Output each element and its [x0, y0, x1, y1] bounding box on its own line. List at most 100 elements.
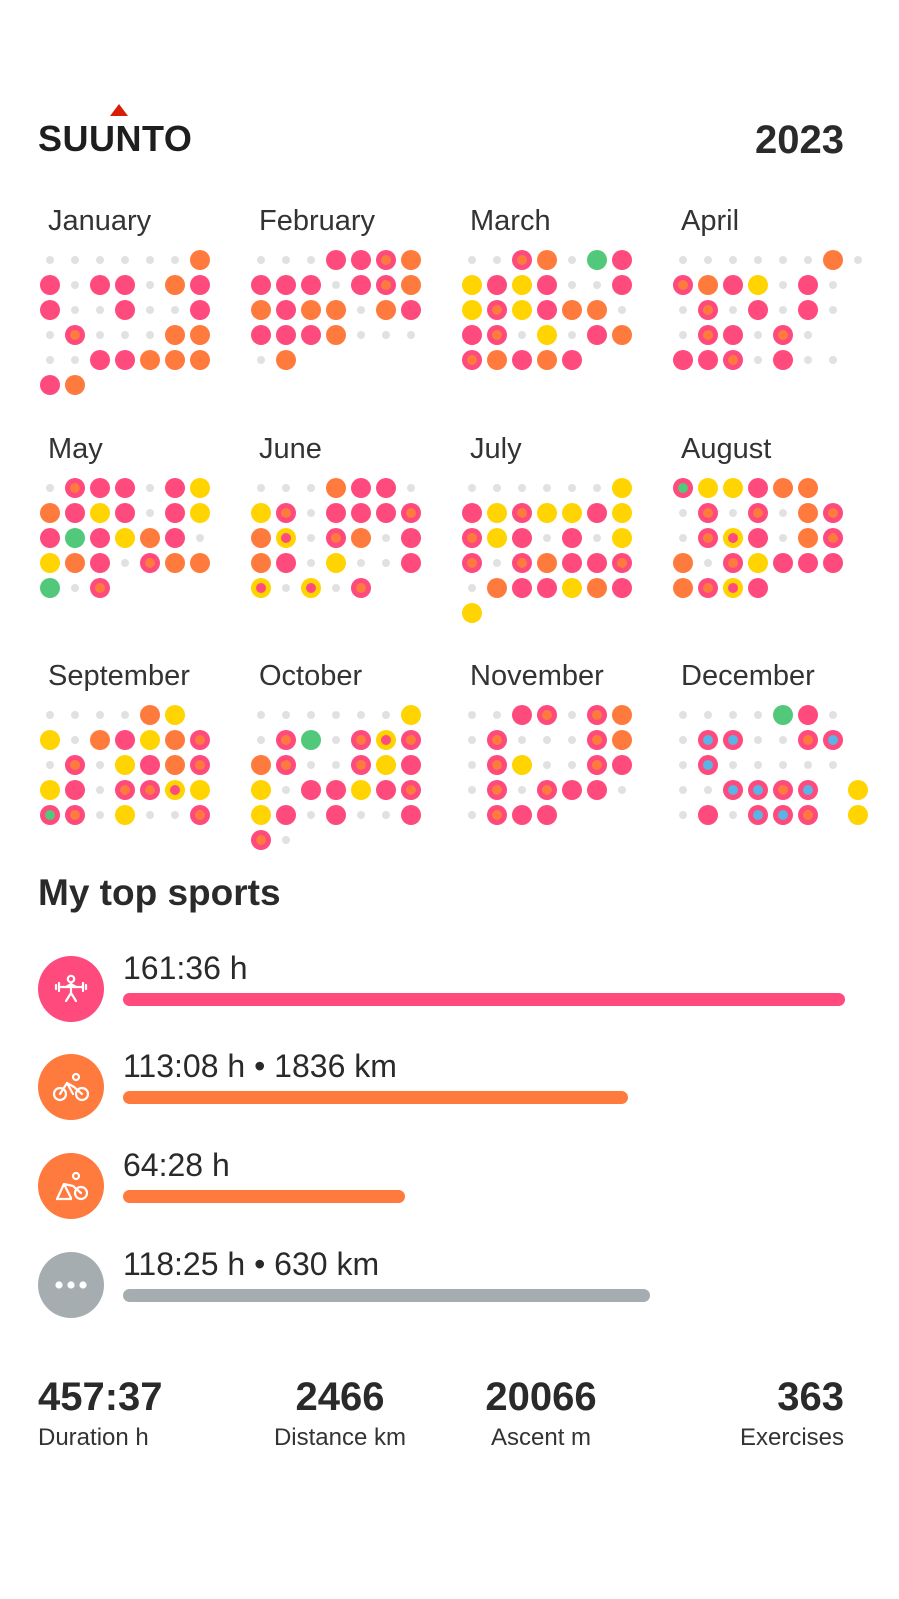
activity-day-dot-inner — [120, 785, 130, 795]
activity-day-dot — [512, 350, 532, 370]
activity-day-dot — [140, 755, 160, 775]
day-dot-grid — [38, 703, 243, 883]
stat-value: 2466 — [295, 1375, 385, 1419]
activity-day-dot-inner — [145, 558, 155, 568]
activity-day-dot — [326, 780, 346, 800]
day-dot-grid — [249, 248, 454, 428]
activity-day-dot — [748, 478, 768, 498]
activity-day-dot — [301, 300, 321, 320]
empty-day-dot — [779, 736, 787, 744]
activity-day-dot — [251, 805, 271, 825]
empty-day-dot — [779, 761, 787, 769]
activity-day-dot — [848, 780, 868, 800]
month-name: November — [470, 660, 604, 692]
activity-day-dot-inner — [753, 785, 763, 795]
activity-day-dot-inner — [803, 810, 813, 820]
day-dots — [673, 250, 862, 370]
day-dot-grid — [460, 476, 665, 656]
activity-day-dot-inner — [678, 280, 688, 290]
empty-day-dot — [729, 256, 737, 264]
empty-day-dot — [71, 306, 79, 314]
empty-day-dot — [754, 256, 762, 264]
activity-day-dot — [165, 503, 185, 523]
stat-label: Duration h — [38, 1424, 149, 1451]
activity-day-dot-inner — [778, 330, 788, 340]
activity-day-dot — [612, 755, 632, 775]
empty-day-dot — [307, 534, 315, 542]
empty-day-dot — [804, 761, 812, 769]
activity-day-dot-inner — [406, 508, 416, 518]
empty-day-dot — [543, 761, 551, 769]
activity-day-dot-inner — [467, 558, 477, 568]
summary-stats: 457:37 Duration h 2466 Distance km 20066… — [0, 1375, 899, 1475]
suunto-logo-mark — [110, 104, 128, 116]
activity-day-dot-inner — [95, 583, 105, 593]
activity-day-dot — [673, 553, 693, 573]
activity-day-dot-inner — [753, 508, 763, 518]
activity-day-dot — [251, 325, 271, 345]
activity-day-dot — [65, 375, 85, 395]
stat-label: Exercises — [739, 1424, 844, 1451]
day-dots — [251, 478, 421, 598]
month-october: October — [249, 660, 454, 880]
activity-day-dot — [190, 250, 210, 270]
activity-day-dot — [401, 553, 421, 573]
activity-day-dot-inner — [728, 785, 738, 795]
empty-day-dot — [804, 356, 812, 364]
empty-day-dot — [146, 811, 154, 819]
day-dot-grid — [671, 476, 876, 656]
stat-duration: 457:37 Duration h — [38, 1375, 163, 1452]
activity-day-dot-inner — [256, 583, 266, 593]
sport-row[interactable]: 118:25 h • 630 km — [0, 1246, 899, 1336]
activity-day-dot — [798, 275, 818, 295]
activity-day-dot — [276, 350, 296, 370]
activity-day-dot — [90, 350, 110, 370]
month-name: December — [681, 660, 815, 692]
day-dots — [40, 705, 210, 825]
empty-day-dot — [307, 484, 315, 492]
empty-day-dot — [307, 711, 315, 719]
activity-day-dot — [562, 350, 582, 370]
empty-day-dot — [382, 811, 390, 819]
empty-day-dot — [257, 356, 265, 364]
activity-day-dot-inner — [70, 810, 80, 820]
empty-day-dot — [543, 534, 551, 542]
activity-day-dot — [587, 578, 607, 598]
activity-day-dot — [512, 805, 532, 825]
activity-day-dot — [401, 805, 421, 825]
sport-row[interactable]: 64:28 h — [0, 1147, 899, 1237]
stat-ascent: 20066 Ascent m — [470, 1375, 612, 1452]
empty-day-dot — [493, 711, 501, 719]
empty-day-dot — [382, 711, 390, 719]
empty-day-dot — [679, 534, 687, 542]
month-june: June — [249, 433, 454, 653]
activity-day-dot — [823, 250, 843, 270]
activity-day-dot — [587, 553, 607, 573]
activity-day-dot-inner — [467, 355, 477, 365]
sport-row[interactable]: 113:08 h • 1836 km — [0, 1048, 899, 1138]
activity-day-dot — [773, 553, 793, 573]
stat-label: Ascent m — [490, 1424, 592, 1451]
empty-day-dot — [357, 331, 365, 339]
sport-row[interactable]: 161:36 h — [0, 950, 899, 1040]
activity-day-dot-inner — [281, 533, 291, 543]
activity-day-dot — [798, 705, 818, 725]
activity-day-dot — [487, 275, 507, 295]
month-august: August — [671, 433, 876, 653]
activity-day-dot-inner — [406, 735, 416, 745]
activity-day-dot-inner — [753, 810, 763, 820]
activity-day-dot-inner — [542, 710, 552, 720]
activity-day-dot — [773, 350, 793, 370]
activity-day-dot — [40, 528, 60, 548]
activity-day-dot — [40, 553, 60, 573]
activity-day-dot — [562, 780, 582, 800]
month-name: July — [470, 433, 522, 465]
month-december: December — [671, 660, 876, 880]
empty-day-dot — [593, 484, 601, 492]
activity-day-dot — [487, 503, 507, 523]
activity-day-dot-inner — [703, 533, 713, 543]
day-dots — [40, 478, 210, 598]
activity-day-dot — [190, 478, 210, 498]
activity-day-dot-inner — [492, 785, 502, 795]
activity-day-dot-inner — [467, 533, 477, 543]
